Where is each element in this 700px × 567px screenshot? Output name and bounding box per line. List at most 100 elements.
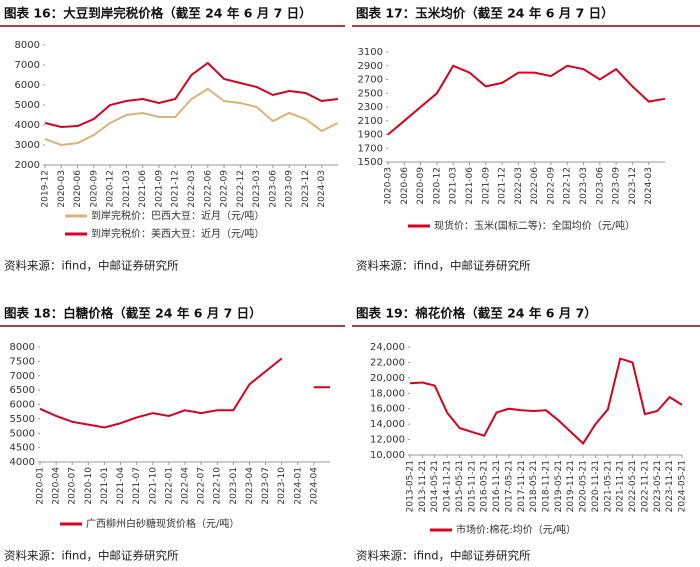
x-tick-label: 2022-06 (530, 167, 540, 205)
y-tick-label: 6000 (10, 400, 35, 411)
x-tick-label: 2023-03 (579, 167, 589, 205)
y-tick-label: 2500 (358, 88, 383, 99)
x-tick-label: 2023-11-21 (665, 460, 675, 512)
chart-title: 图表 16：大豆到岸完税价格（截至 24 年 6 月 7 日） (4, 6, 312, 21)
y-tick-label: 3000 (15, 140, 40, 151)
chart-title: 图表 17：玉米均价（截至 24 年 6 月 7 日） (356, 6, 614, 21)
y-tick-label: 5500 (10, 414, 35, 425)
x-tick-label: 2024-05-21 (678, 460, 688, 512)
x-tick-label: 2015-11-21 (467, 460, 477, 512)
x-tick-label: 2024-04 (309, 467, 319, 505)
x-tick-label: 2022-04 (181, 467, 191, 505)
y-tick-label: 7500 (10, 356, 35, 367)
x-tick-label: 2022-07 (197, 467, 207, 505)
x-tick-label: 2021-06 (465, 167, 475, 205)
x-tick-label: 2021-05-21 (603, 460, 613, 512)
source-note: 资料来源：ifind，中邮证券研究所 (4, 549, 179, 563)
x-tick-label: 2014-11-21 (443, 460, 453, 512)
x-tick-label: 2022-09 (220, 170, 230, 208)
x-tick-label: 2024-01 (293, 467, 303, 505)
x-tick-label: 2023-06 (595, 167, 605, 205)
x-tick-label: 2021-09 (481, 167, 491, 205)
x-tick-label: 2023-12 (301, 170, 311, 208)
x-tick-label: 2020-09 (89, 170, 99, 208)
x-tick-label: 2020-07 (68, 467, 78, 505)
chart-title: 图表 19：棉花价格（截至 24 年 6 月 7） (356, 306, 597, 321)
x-tick-label: 2017-05-21 (504, 460, 514, 512)
source-note: 资料来源：ifind，中邮证券研究所 (4, 259, 179, 273)
y-tick-label: 4500 (10, 443, 35, 454)
x-tick-label: 2021-12 (171, 170, 181, 208)
y-tick-label: 16,000 (370, 404, 405, 415)
x-tick-label: 2023-09 (285, 170, 295, 208)
legend-label: 到岸完税价：巴西大豆：近月（元/吨） (91, 209, 264, 222)
x-tick-label: 2021-04 (116, 467, 126, 505)
x-tick-label: 2019-12 (41, 170, 51, 208)
y-tick-label: 6000 (15, 80, 40, 91)
x-tick-label: 2023-07 (261, 467, 271, 505)
x-tick-label: 2020-10 (84, 467, 94, 505)
x-tick-label: 2019-11-21 (566, 460, 576, 512)
x-tick-label: 2022-12 (236, 170, 246, 208)
x-tick-label: 2020-12 (432, 167, 442, 205)
y-tick-label: 7000 (15, 60, 40, 71)
x-tick-label: 2023-04 (245, 467, 255, 505)
y-tick-label: 8000 (10, 342, 35, 353)
x-tick-label: 2022-12 (563, 167, 573, 205)
x-tick-label: 2018-11-21 (542, 460, 552, 512)
x-tick-label: 2021-03 (122, 170, 132, 208)
series-line (409, 357, 683, 445)
x-tick-label: 2023-12 (628, 167, 638, 205)
y-tick-label: 4000 (10, 457, 35, 468)
y-tick-label: 7000 (10, 371, 35, 382)
y-tick-label: 2900 (358, 61, 383, 72)
x-tick-label: 2020-03 (57, 170, 67, 208)
x-tick-label: 2022-03 (514, 167, 524, 205)
x-tick-label: 2021-12 (498, 167, 508, 205)
x-tick-label: 2022-09 (546, 167, 556, 205)
x-tick-label: 2022-06 (203, 170, 213, 208)
series-line (39, 357, 330, 429)
x-tick-label: 2023-06 (268, 170, 278, 208)
series-line (44, 61, 339, 129)
y-tick-label: 2300 (358, 102, 383, 113)
x-tick-label: 2015-05-21 (455, 460, 465, 512)
x-tick-label: 2018-05-21 (529, 460, 539, 512)
y-tick-label: 8000 (15, 40, 40, 51)
x-tick-label: 2020-04 (52, 467, 62, 505)
x-tick-label: 2020-01 (36, 467, 46, 505)
x-tick-label: 2020-12 (106, 170, 116, 208)
y-tick-label: 10,000 (370, 450, 405, 461)
x-tick-label: 2023-05-21 (653, 460, 663, 512)
x-tick-label: 2020-05-21 (579, 460, 589, 512)
x-tick-label: 2021-09 (154, 170, 164, 208)
y-tick-label: 12,000 (370, 435, 405, 446)
legend-label: 广西柳州白砂糖现货价格（元/吨） (86, 517, 239, 530)
y-tick-label: 1700 (358, 143, 383, 154)
x-tick-label: 2024-03 (644, 167, 654, 205)
x-tick-label: 2020-03 (384, 167, 394, 205)
y-tick-label: 1500 (358, 157, 383, 168)
x-tick-label: 2024-03 (317, 170, 327, 208)
series-line (387, 64, 666, 136)
y-tick-label: 2000 (15, 160, 40, 171)
x-tick-label: 2023-03 (252, 170, 262, 208)
y-tick-label: 20,000 (370, 373, 405, 384)
chart-title: 图表 18：白糖价格（截至 24 年 6 月 7 日） (4, 306, 262, 321)
y-tick-label: 6500 (10, 385, 35, 396)
x-tick-label: 2022-03 (187, 170, 197, 208)
y-tick-label: 5000 (10, 428, 35, 439)
y-tick-label: 2700 (358, 75, 383, 86)
x-tick-label: 2020-11-21 (591, 460, 601, 512)
x-tick-label: 2022-11-21 (640, 460, 650, 512)
x-tick-label: 2021-10 (148, 467, 158, 505)
x-tick-label: 2022-10 (213, 467, 223, 505)
y-tick-label: 2100 (358, 116, 383, 127)
x-tick-label: 2020-06 (73, 170, 83, 208)
y-tick-label: 18,000 (370, 388, 405, 399)
x-tick-label: 2023-01 (229, 467, 239, 505)
x-tick-label: 2022-05-21 (628, 460, 638, 512)
x-tick-label: 2020-09 (416, 167, 426, 205)
y-tick-label: 5000 (15, 100, 40, 111)
